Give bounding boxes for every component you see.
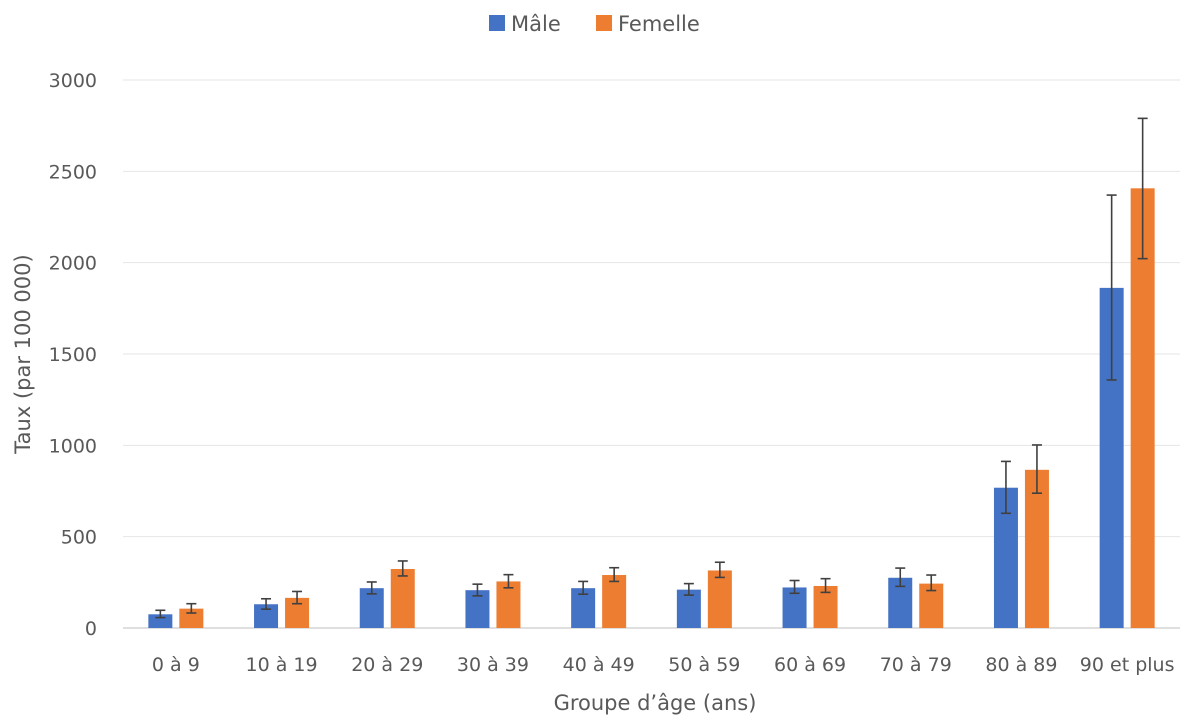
x-tick-labels: 0 à 9 10 à 19 20 à 29 30 à 39 40 à 49 50 à 59…	[152, 654, 1175, 676]
error-bar-male-3	[472, 583, 483, 597]
gridlines	[123, 79, 1180, 629]
y-tick-label: 2500	[49, 161, 97, 183]
x-tick-label: 60 à 69	[774, 654, 846, 676]
legend-label-female: Femelle	[618, 12, 700, 36]
y-tick-label: 1000	[49, 435, 97, 457]
error-bar-male-9	[1106, 194, 1117, 381]
legend-swatch-male	[489, 15, 505, 31]
x-tick-label: 80 à 89	[985, 654, 1057, 676]
bar-female-0	[179, 608, 204, 628]
bar-female-9	[1130, 188, 1155, 628]
x-tick-label: 50 à 59	[668, 654, 740, 676]
y-tick-label: 2000	[49, 253, 97, 275]
bar-female-8	[1024, 469, 1049, 628]
bar-male-5	[676, 589, 701, 628]
bar-male-2	[359, 588, 384, 628]
bar-female-2	[390, 568, 415, 628]
error-bar-male-5	[683, 582, 694, 596]
bar-male-0	[148, 614, 173, 628]
bar-female-3	[496, 581, 521, 628]
x-tick-label: 10 à 19	[246, 654, 318, 676]
x-tick-label: 0 à 9	[152, 654, 200, 676]
error-bars	[155, 117, 1148, 619]
legend-swatch-female	[596, 15, 612, 31]
legend: Mâle Femelle	[489, 12, 700, 36]
y-tick-label: 1500	[49, 344, 97, 366]
error-bar-female-5	[714, 561, 725, 579]
legend-label-male: Mâle	[511, 12, 561, 36]
y-tick-labels: 0 500 1000 1500 2000 2500 3000	[49, 70, 97, 640]
x-tick-label: 20 à 29	[351, 654, 423, 676]
error-bar-female-8	[1031, 444, 1042, 494]
y-tick-label: 0	[85, 618, 97, 640]
bar-male-1	[254, 604, 279, 628]
error-bar-female-0	[186, 602, 197, 614]
y-axis-title: Taux (par 100 000)	[11, 254, 35, 454]
x-tick-label: 90 et plus	[1080, 654, 1175, 676]
error-bar-male-0	[155, 609, 166, 619]
bars	[148, 188, 1155, 628]
x-axis-title: Groupe d’âge (ans)	[554, 691, 757, 715]
error-bar-female-2	[397, 560, 408, 577]
error-bar-female-3	[503, 573, 514, 589]
error-bar-female-1	[292, 590, 303, 605]
y-tick-label: 500	[61, 527, 97, 549]
error-bar-male-8	[1000, 460, 1011, 515]
y-tick-label: 3000	[49, 70, 97, 92]
error-bar-female-4	[609, 566, 620, 583]
error-bar-male-7	[895, 567, 906, 588]
x-tick-label: 70 à 79	[880, 654, 952, 676]
error-bar-male-1	[261, 597, 272, 610]
error-bar-female-6	[820, 577, 831, 594]
error-bar-male-4	[578, 580, 589, 596]
bar-male-6	[782, 587, 807, 628]
bar-female-4	[602, 575, 627, 628]
x-tick-label: 30 à 39	[457, 654, 529, 676]
bar-female-5	[707, 570, 732, 628]
error-bar-female-9	[1137, 117, 1148, 260]
error-bar-male-6	[789, 579, 800, 595]
error-bar-male-2	[366, 581, 377, 595]
x-tick-label: 40 à 49	[563, 654, 635, 676]
error-bar-female-7	[926, 574, 937, 592]
